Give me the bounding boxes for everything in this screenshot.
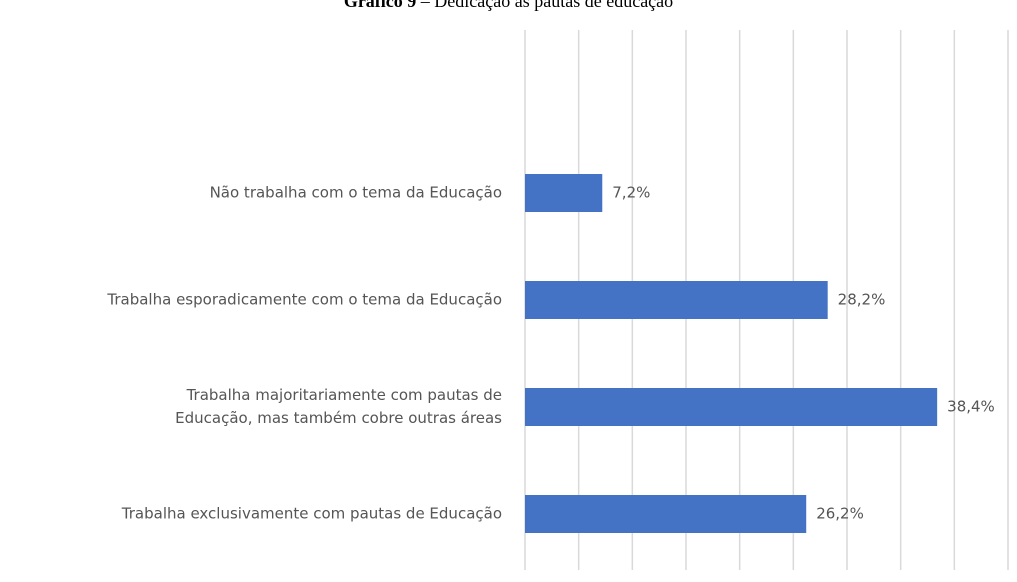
title-label: Gráfico 9 [343, 0, 417, 11]
category-label: Trabalha esporadicamente com o tema da E… [107, 290, 502, 309]
category-label: Trabalha exclusivamente com pautas de Ed… [121, 504, 502, 523]
value-label: 38,4% [947, 398, 995, 416]
category-label: Não trabalha com o tema da Educação [209, 183, 502, 202]
category-label: Trabalha majoritariamente com pautas de … [175, 386, 502, 427]
title-text: – Dedicação às pautas de educação [420, 0, 674, 11]
bar [525, 388, 938, 426]
bar [525, 174, 603, 212]
value-label: 26,2% [816, 505, 864, 523]
value-label: 28,2% [838, 291, 886, 309]
bar [525, 495, 807, 533]
bar [525, 281, 828, 319]
chart-title: Gráfico 9 – Dedicação às pautas de educa… [0, 0, 1017, 12]
value-label: 7,2% [612, 184, 650, 202]
